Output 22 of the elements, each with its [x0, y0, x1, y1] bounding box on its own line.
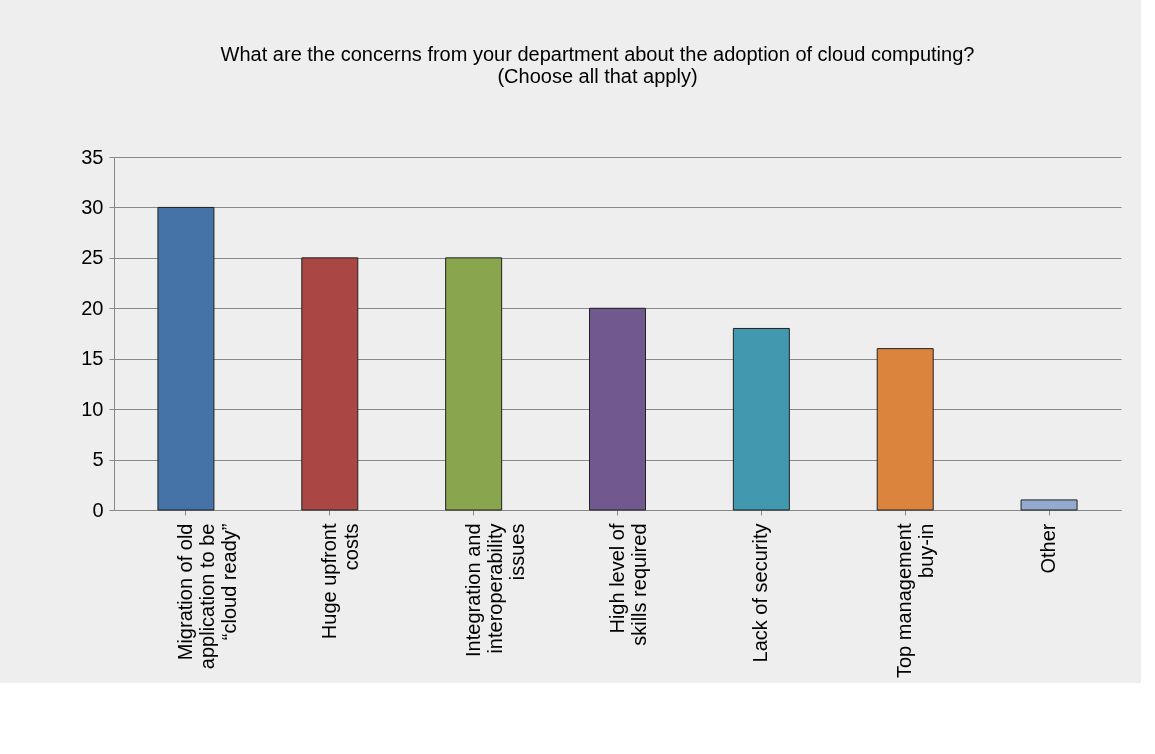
chart-title: What are the concerns from your department about the adoption of cloud computing? (Choose all that apply) [220, 43, 975, 87]
bar [1020, 499, 1078, 511]
y-tick-label: 5 [92, 448, 104, 471]
bar [876, 348, 934, 511]
y-tick-label: 15 [81, 347, 104, 370]
x-tick-label: Top management buy-in [893, 523, 938, 679]
x-tick-label: Other [1037, 523, 1060, 574]
y-tick-label: 25 [81, 246, 104, 269]
y-tick-label: 20 [81, 296, 104, 319]
x-tick-label: Lack of security [749, 523, 772, 663]
y-tick-label: 10 [81, 397, 104, 420]
bar [445, 257, 503, 511]
bar [157, 206, 215, 511]
x-tick-label: Migration of old application to be “cloud ready” [173, 523, 240, 670]
y-tick-label: 0 [92, 498, 104, 521]
x-tick-label: Integration and interoperability issues [461, 523, 528, 657]
bar [732, 327, 790, 511]
y-tick-label: 35 [81, 145, 104, 168]
y-tick-label: 30 [81, 195, 104, 218]
bar [301, 257, 359, 511]
bar [589, 307, 646, 511]
x-tick-label: Huge upfront costs [317, 523, 362, 640]
